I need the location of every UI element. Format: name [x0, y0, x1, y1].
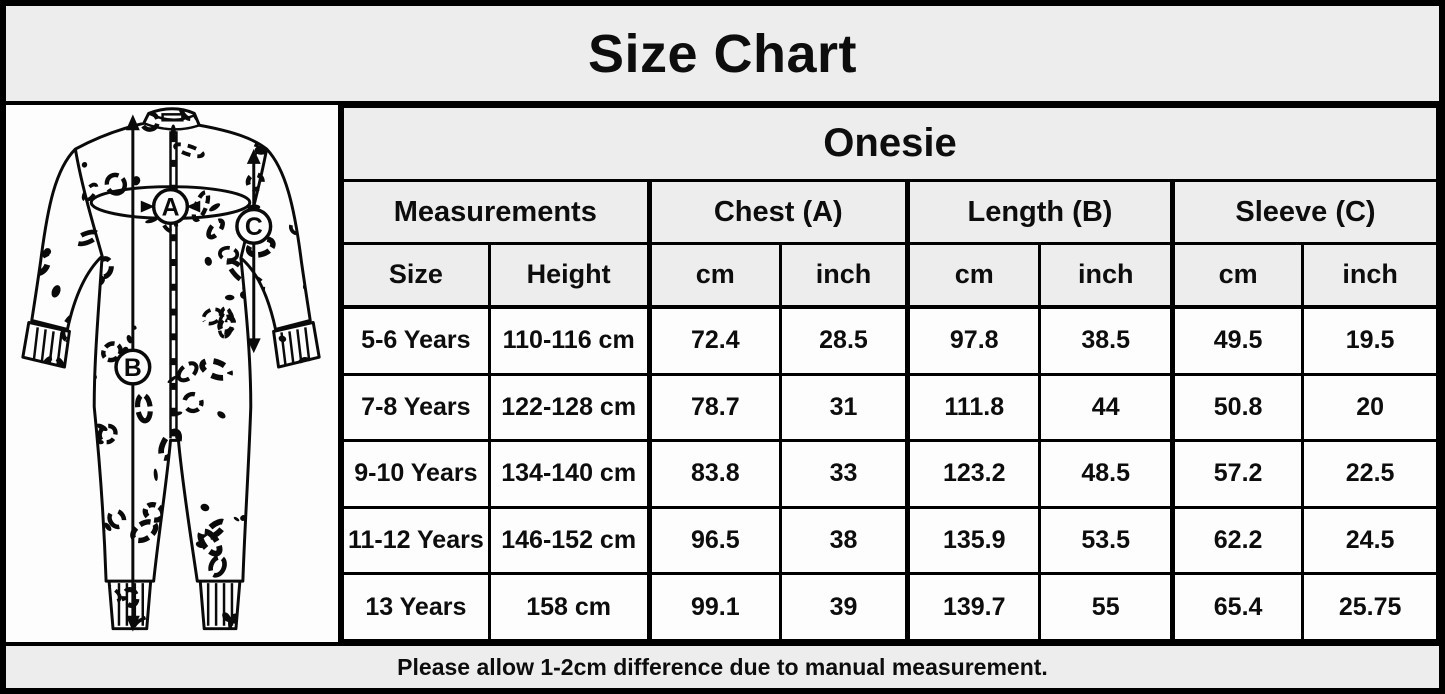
value-cell: 49.5 [1169, 305, 1305, 376]
size-cell: 5-6 Years [341, 305, 491, 376]
column-header-size: Size [341, 242, 491, 309]
title-band: Size Chart [6, 6, 1439, 105]
table-row: 13 Years 158 cm 99.1 39 139.7 55 65.4 25.75 [341, 572, 1439, 642]
column-header-length-inch: inch [1038, 242, 1174, 309]
height-cell: 158 cm [487, 572, 651, 642]
value-cell: 135.9 [904, 505, 1042, 576]
value-cell: 33 [778, 439, 909, 509]
column-header-sleeve-cm: cm [1169, 242, 1305, 309]
value-cell: 39 [778, 572, 909, 642]
onesie-drawing: A B C [21, 107, 321, 632]
sub-header-row: Size Height cm inch cm inch cm inch [341, 242, 1439, 309]
size-cell: 11-12 Years [341, 505, 491, 576]
length-marker-label: B [124, 355, 142, 382]
column-header-chest-inch: inch [778, 242, 909, 309]
chest-marker-circle [151, 187, 190, 226]
value-cell: 22.5 [1301, 439, 1439, 509]
column-header-chest-cm: cm [646, 242, 782, 309]
value-cell: 53.5 [1038, 505, 1174, 576]
sleeve-marker-circle [235, 207, 273, 245]
size-table: Onesie Measurements Chest (A) Length (B)… [341, 105, 1440, 642]
length-arrow-bottom [125, 615, 140, 632]
column-header-height: Height [487, 242, 651, 309]
value-cell: 25.75 [1301, 572, 1439, 642]
height-cell: 122-128 cm [487, 372, 651, 443]
value-cell: 38.5 [1038, 305, 1174, 376]
measurement-annotations: A B C [89, 114, 273, 632]
chest-arrow-right [186, 200, 201, 213]
value-cell: 65.4 [1169, 572, 1305, 642]
garment-details [32, 112, 311, 626]
product-title: Onesie [341, 105, 1439, 182]
value-cell: 24.5 [1301, 505, 1439, 576]
chest-marker-label: A [162, 194, 180, 221]
chest-arrow-left [140, 200, 155, 213]
value-cell: 31 [778, 372, 909, 443]
length-arrow-top [125, 114, 140, 131]
column-header-sleeve-inch: inch [1301, 242, 1439, 309]
sleeve-arrow-bottom [246, 338, 261, 354]
length-marker-circle [114, 348, 152, 386]
group-header-measurements: Measurements [341, 179, 651, 245]
value-cell: 62.2 [1169, 505, 1305, 576]
value-cell: 20 [1301, 372, 1439, 443]
group-header-chest: Chest (A) [646, 179, 909, 245]
value-cell: 44 [1038, 372, 1174, 443]
value-cell: 19.5 [1301, 305, 1439, 376]
value-cell: 96.5 [646, 505, 782, 576]
content-area: A B C Onesie [6, 105, 1440, 642]
page-title: Size Chart [587, 23, 858, 84]
product-header-row: Onesie [341, 105, 1439, 182]
height-cell: 110-116 cm [487, 305, 651, 376]
table-row: 7-8 Years 122-128 cm 78.7 31 111.8 44 50.8 20 [341, 372, 1439, 443]
sleeve-arrow-top [246, 149, 261, 164]
value-cell: 57.2 [1169, 439, 1305, 509]
height-cell: 134-140 cm [487, 439, 651, 509]
value-cell: 55 [1038, 572, 1174, 642]
size-cell: 9-10 Years [341, 439, 491, 509]
value-cell: 72.4 [646, 305, 782, 376]
table-row: 9-10 Years 134-140 cm 83.8 33 123.2 48.5 57.2 2… [341, 439, 1439, 509]
group-header-sleeve: Sleeve (C) [1169, 179, 1440, 245]
footer-band: Please allow 1-2cm difference due to man… [6, 642, 1439, 688]
garment-outline [21, 107, 321, 631]
group-header-row: Measurements Chest (A) Length (B) Sleeve… [341, 179, 1440, 245]
group-header-length: Length (B) [904, 179, 1174, 245]
value-cell: 28.5 [778, 305, 909, 376]
onesie-illustration: A B C [6, 105, 341, 642]
value-cell: 111.8 [904, 372, 1042, 443]
value-cell: 83.8 [646, 439, 782, 509]
value-cell: 139.7 [904, 572, 1042, 642]
sleeve-marker-label: C [245, 214, 263, 241]
value-cell: 50.8 [1169, 372, 1305, 443]
table-row: 5-6 Years 110-116 cm 72.4 28.5 97.8 38.5 49.5 1… [341, 305, 1439, 376]
value-cell: 38 [778, 505, 909, 576]
height-cell: 146-152 cm [487, 505, 651, 576]
value-cell: 48.5 [1038, 439, 1174, 509]
size-table-wrap: Onesie Measurements Chest (A) Length (B)… [341, 105, 1440, 642]
table-row: 11-12 Years 146-152 cm 96.5 38 135.9 53.5 62.2… [341, 505, 1439, 576]
footer-note: Please allow 1-2cm difference due to man… [397, 653, 1048, 680]
size-cell: 13 Years [341, 572, 491, 642]
value-cell: 123.2 [904, 439, 1042, 509]
value-cell: 78.7 [646, 372, 782, 443]
size-cell: 7-8 Years [341, 372, 491, 443]
value-cell: 99.1 [646, 572, 782, 642]
value-cell: 97.8 [904, 305, 1042, 376]
column-header-length-cm: cm [904, 242, 1042, 309]
